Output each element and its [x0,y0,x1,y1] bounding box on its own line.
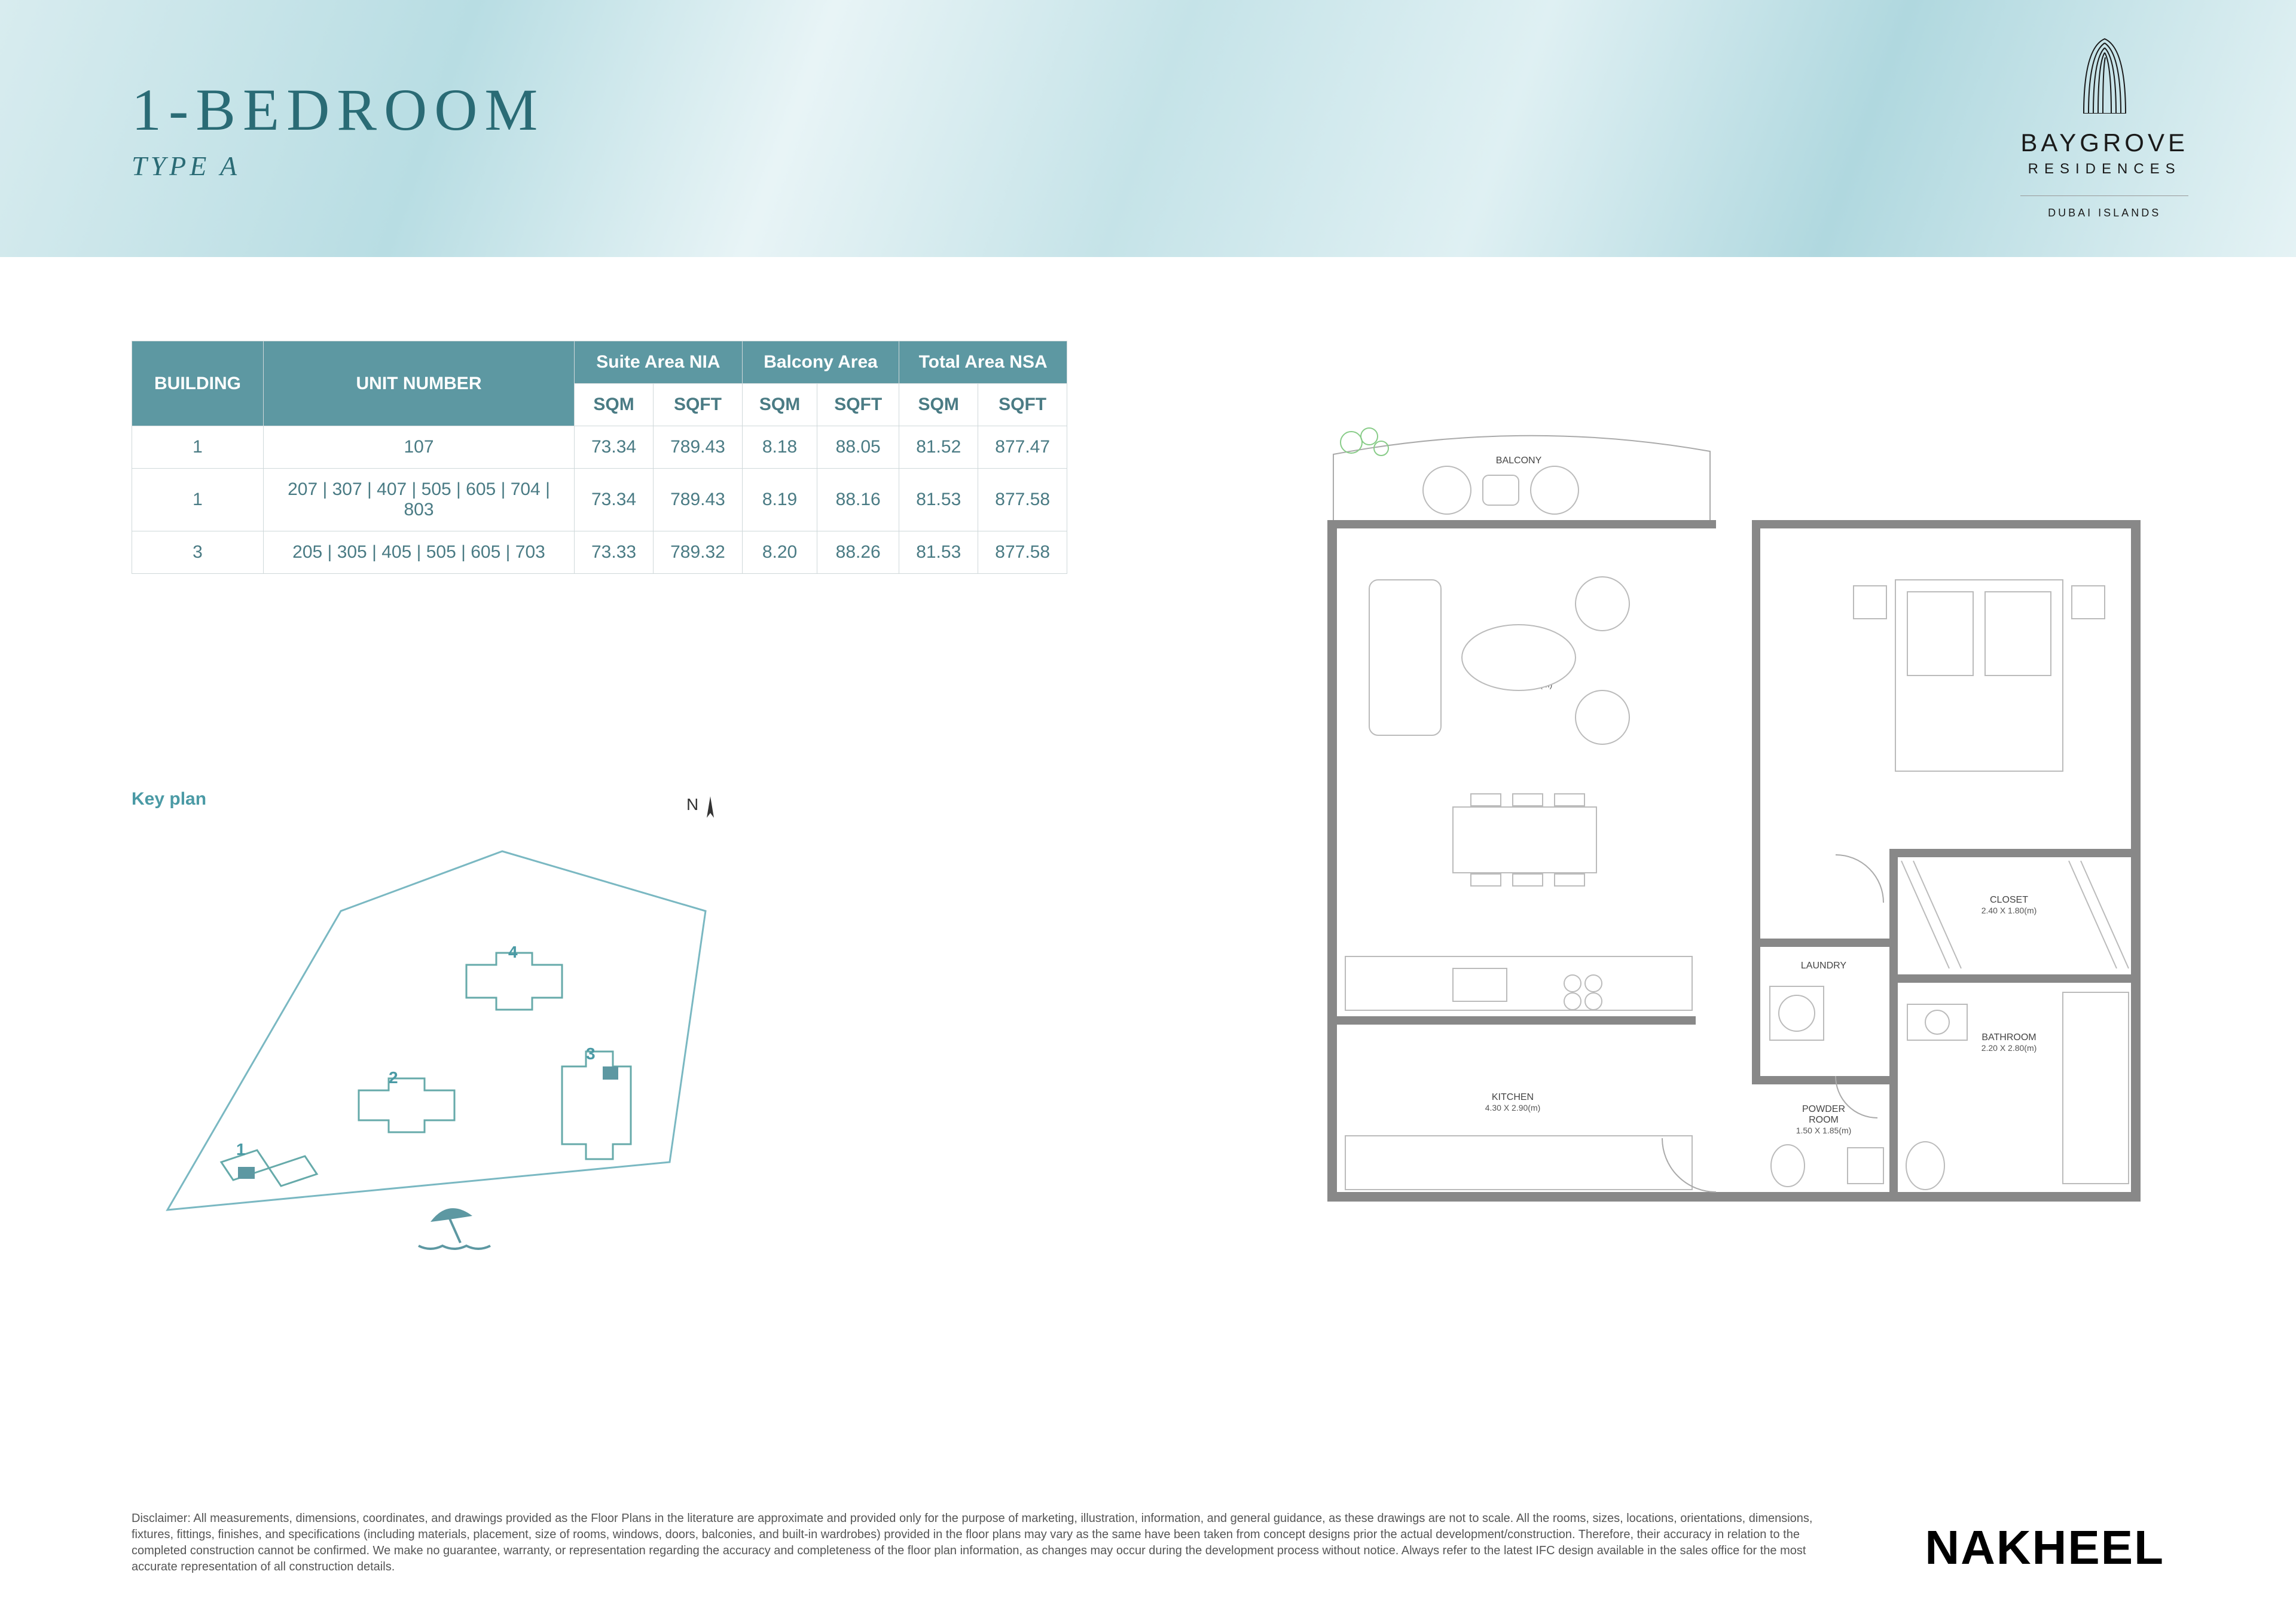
north-arrow-icon [703,795,718,819]
cell: 789.32 [654,531,743,574]
th-sqft: SQFT [978,384,1067,426]
kp-num-4: 4 [508,943,518,961]
beach-icon [419,1208,490,1249]
bath-dim: 2.20 X 2.80(m) [1981,1043,2037,1053]
brand-logo: BAYGROVE RESIDENCES DUBAI ISLANDS [2020,36,2188,219]
laundry-label: LAUNDRY [1801,961,1847,971]
page-subtitle: TYPE A [132,150,545,182]
cell: 207 | 307 | 407 | 505 | 605 | 704 | 803 [264,469,575,531]
table-row: 1 207 | 307 | 407 | 505 | 605 | 704 | 80… [132,469,1067,531]
powder-dim: 1.50 X 1.85(m) [1796,1126,1852,1135]
brand-location: DUBAI ISLANDS [2020,195,2188,219]
closet-dim: 2.40 X 1.80(m) [1981,906,2037,915]
cell: 8.18 [742,426,817,469]
cell: 3 [132,531,264,574]
kp-num-1: 1 [236,1140,246,1159]
cell: 73.33 [575,531,654,574]
area-table: BUILDING UNIT NUMBER Suite Area NIA Balc… [132,341,1067,574]
north-letter: N [686,795,698,814]
cell: 81.53 [899,531,978,574]
powder-label: POWDER [1802,1104,1845,1114]
header-banner: 1-BEDROOM TYPE A BAYGROVE RESIDENCES DUB… [0,0,2296,257]
keyplan-building-4: 4 [466,943,562,1010]
keyplan-building-1: 1 [221,1140,317,1186]
kitchen-label: KITCHEN [1492,1092,1534,1102]
bath-label: BATHROOM [1981,1032,2036,1043]
col-balcony: Balcony Area [742,341,899,384]
cell: 1 [132,426,264,469]
cell: 81.53 [899,469,978,531]
cell: 107 [264,426,575,469]
th-sqft: SQFT [817,384,899,426]
table-row: 1 107 73.34 789.43 8.18 88.05 81.52 877.… [132,426,1067,469]
title-block: 1-BEDROOM TYPE A [132,75,545,182]
cell: 73.34 [575,469,654,531]
cell: 877.58 [978,531,1067,574]
dining-room: DINING [1453,794,1596,886]
cell: 8.20 [742,531,817,574]
closet-label: CLOSET [1990,895,2028,905]
cell: 877.47 [978,426,1067,469]
th-sqft: SQFT [654,384,743,426]
page-title: 1-BEDROOM [132,75,545,144]
powder-label2: ROOM [1809,1115,1839,1125]
brand-bay: BAY [2020,129,2080,157]
north-indicator: N [686,795,718,819]
keyplan-building-2: 2 [359,1068,454,1132]
col-building: BUILDING [132,341,264,426]
cell: 88.16 [817,469,899,531]
cell: 73.34 [575,426,654,469]
kitchen-dim: 4.30 X 2.90(m) [1485,1103,1541,1112]
cell: 88.26 [817,531,899,574]
th-sqm: SQM [899,384,978,426]
keyplan: Key plan N 1 2 3 4 [132,789,789,1279]
table-row: 3 205 | 305 | 405 | 505 | 605 | 703 73.3… [132,531,1067,574]
cell: 789.43 [654,469,743,531]
floorplan: BALCONY LIVING 4.40 X 5.90(m) DINING [1297,418,2164,1225]
cell: 88.05 [817,426,899,469]
cell: 1 [132,469,264,531]
developer-logo: NAKHEEL [1925,1520,2164,1575]
keyplan-svg: 1 2 3 4 [132,827,789,1276]
brand-mark-icon [2072,36,2138,114]
cell: 205 | 305 | 405 | 505 | 605 | 703 [264,531,575,574]
cell: 789.43 [654,426,743,469]
kp-num-3: 3 [586,1044,596,1063]
col-total: Total Area NSA [899,341,1067,384]
footer: Disclaimer: All measurements, dimensions… [132,1511,2164,1575]
floorplan-svg: BALCONY LIVING 4.40 X 5.90(m) DINING [1297,418,2164,1225]
th-sqm: SQM [575,384,654,426]
cell: 8.19 [742,469,817,531]
balcony-area: BALCONY [1333,428,1710,520]
th-sqm: SQM [742,384,817,426]
brand-grove: GROVE [2080,129,2188,157]
cell: 81.52 [899,426,978,469]
col-suite: Suite Area NIA [575,341,743,384]
brand-name: BAYGROVE [2020,129,2188,157]
brand-sub: RESIDENCES [2020,161,2188,178]
kp-num-2: 2 [389,1068,398,1087]
keyplan-building-3: 3 [562,1044,631,1159]
col-unit: UNIT NUMBER [264,341,575,426]
disclaimer-text: Disclaimer: All measurements, dimensions… [132,1511,1853,1575]
cell: 877.58 [978,469,1067,531]
balcony-label: BALCONY [1496,456,1542,466]
